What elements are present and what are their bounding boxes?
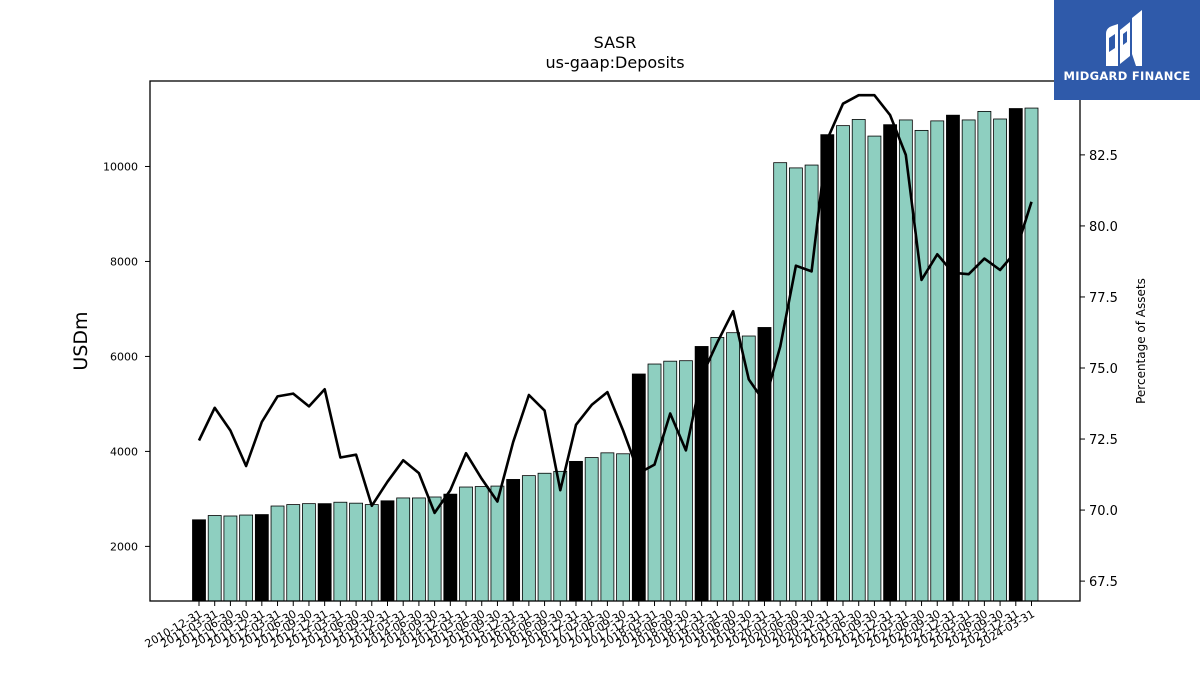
bar-2021-06-30: [851, 119, 866, 602]
midgard-m-logo-icon: [1106, 10, 1142, 66]
bar-2022-06-30: [914, 129, 929, 602]
y-tick-label: 10000: [103, 160, 138, 173]
y2-tick-label: 67.5: [1089, 575, 1118, 590]
bar-2023-09-30: [993, 118, 1007, 602]
bar-2014-03-31: [396, 497, 411, 602]
line-group: [197, 93, 1033, 515]
bar-2013-06-30: [349, 502, 363, 602]
axes-group: 2000 4000 6000 8000 10000 67.5 70.0 72.5 75.0 77.…: [103, 80, 1118, 651]
bar-2015-03-31: [459, 486, 473, 602]
plot-frame: [149, 80, 1081, 602]
bar-2011-09-30: [239, 514, 254, 602]
bar-2013-03-31: [333, 501, 348, 602]
bar-2012-03-31: [270, 505, 285, 602]
chart-title: SASR: [594, 33, 637, 52]
bar-2018-03-31: [647, 363, 662, 602]
bars-group: [192, 107, 1039, 602]
bar-2021-09-30: [867, 135, 882, 602]
y-tick-label: 8000: [110, 255, 138, 268]
bar-2016-06-30: [537, 472, 552, 602]
bar-2021-03-31: [836, 125, 850, 602]
bar-2015-09-30: [490, 485, 505, 602]
bar-2022-09-30: [930, 120, 945, 602]
bar-2011-12-31: [254, 514, 269, 602]
bar-2010-12-31: [192, 519, 206, 602]
bar-2011-06-30: [223, 515, 238, 602]
bar-2024-03-31: [1024, 107, 1039, 602]
y2-tick-label: 82.5: [1089, 149, 1118, 164]
bar-2017-09-30: [616, 453, 631, 602]
y2-tick-label: 75.0: [1089, 362, 1118, 377]
bar-2017-12-31: [631, 373, 646, 602]
y2-tick-label: 72.5: [1089, 433, 1118, 448]
bar-2023-12-31: [1008, 108, 1023, 602]
y-tick-label: 2000: [110, 540, 138, 553]
bar-2019-06-30: [726, 332, 740, 602]
bar-2019-03-31: [710, 337, 725, 602]
bar-2017-06-30: [600, 452, 615, 602]
y2-axis-label: Percentage of Assets: [1134, 278, 1148, 404]
bar-2016-12-31: [569, 460, 583, 602]
brand-logo: MIDGARD FINANCE: [1054, 0, 1200, 100]
bar-2020-12-31: [820, 134, 835, 602]
y2-tick-label: 77.5: [1089, 291, 1118, 306]
y-tick-label: 6000: [110, 350, 138, 363]
bar-2018-06-30: [663, 360, 678, 602]
bar-2012-09-30: [302, 503, 316, 602]
bar-2013-09-30: [364, 504, 379, 602]
bar-2015-12-31: [506, 479, 521, 602]
bar-2020-06-30: [788, 167, 803, 602]
bar-2018-12-31: [694, 346, 709, 602]
bar-2014-06-30: [412, 497, 426, 602]
bar-2013-12-31: [380, 500, 395, 602]
bar-2014-12-31: [443, 493, 458, 602]
bar-2012-12-31: [317, 503, 332, 602]
brand-logo-text: MIDGARD FINANCE: [1063, 69, 1191, 83]
bar-2022-12-31: [946, 114, 960, 602]
bar-2012-06-30: [286, 504, 301, 602]
y-tick-label: 4000: [110, 445, 138, 458]
bar-2020-03-31: [773, 162, 788, 602]
bar-2019-12-31: [757, 327, 772, 602]
bar-2018-09-30: [679, 360, 693, 602]
bar-2021-12-31: [883, 124, 898, 602]
bar-2023-03-31: [961, 119, 976, 602]
bar-2011-03-31: [207, 515, 222, 602]
chart-subtitle: us-gaap:Deposits: [545, 53, 684, 72]
y2-tick-label: 80.0: [1089, 220, 1118, 235]
bar-2016-03-31: [521, 475, 536, 602]
bar-2023-06-30: [977, 110, 992, 602]
y-axis-label: USDm: [70, 311, 92, 370]
bar-2017-03-31: [584, 457, 599, 602]
bar-2015-06-30: [474, 486, 489, 602]
y2-tick-label: 70.0: [1089, 504, 1118, 519]
percentage-of-assets-line: [197, 93, 1033, 515]
